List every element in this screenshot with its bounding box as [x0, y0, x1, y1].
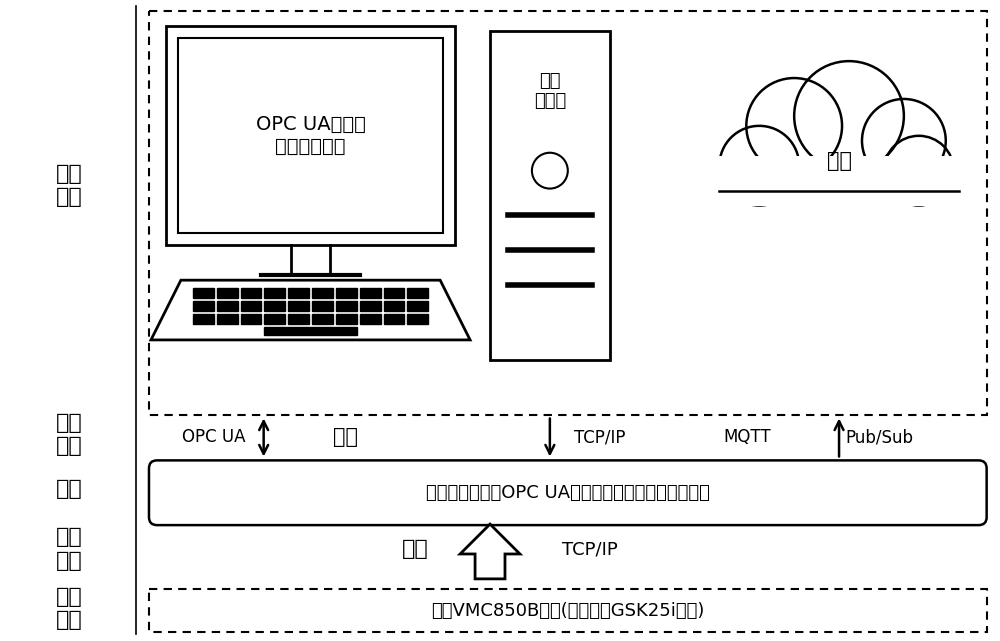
Bar — [193, 301, 214, 311]
Bar — [241, 301, 261, 311]
Bar — [288, 314, 309, 324]
Text: 云端: 云端 — [827, 151, 852, 171]
Bar — [241, 314, 261, 324]
Text: TCP/IP: TCP/IP — [574, 428, 625, 447]
Text: 通信
协议: 通信 协议 — [56, 528, 83, 570]
Text: OPC UA: OPC UA — [182, 428, 246, 447]
Bar — [407, 288, 428, 298]
Bar — [217, 288, 238, 298]
Bar — [149, 12, 987, 415]
Circle shape — [746, 78, 842, 174]
Circle shape — [719, 126, 799, 206]
Text: 产线
服务器: 产线 服务器 — [534, 72, 566, 110]
Text: 有线: 有线 — [402, 539, 429, 559]
Circle shape — [794, 61, 904, 171]
Bar — [166, 26, 455, 246]
Bar — [288, 301, 309, 311]
Bar — [217, 314, 238, 324]
Bar — [241, 288, 261, 298]
Bar — [336, 288, 357, 298]
Bar — [264, 327, 357, 335]
Bar — [490, 31, 610, 360]
Text: 宝鸡VMC850B机床(广州数控GSK25i系统): 宝鸡VMC850B机床(广州数控GSK25i系统) — [431, 602, 704, 620]
Text: 本发明一种基于OPC UA的产线边缘设备纵向集成网关: 本发明一种基于OPC UA的产线边缘设备纵向集成网关 — [426, 484, 710, 503]
Bar — [714, 156, 964, 206]
Circle shape — [884, 136, 954, 206]
Bar — [360, 314, 381, 324]
Bar — [312, 314, 333, 324]
Bar — [407, 314, 428, 324]
Bar — [384, 314, 404, 324]
Text: 边缘
设备: 边缘 设备 — [56, 587, 83, 630]
Bar — [149, 589, 987, 631]
Bar — [264, 288, 285, 298]
Bar — [407, 301, 428, 311]
Polygon shape — [460, 524, 520, 579]
Bar — [384, 288, 404, 298]
Bar — [193, 288, 214, 298]
Bar — [288, 288, 309, 298]
Bar — [360, 288, 381, 298]
Text: Pub/Sub: Pub/Sub — [845, 428, 913, 447]
Text: 网关: 网关 — [56, 479, 83, 499]
Text: MQTT: MQTT — [723, 428, 771, 447]
Text: TCP/IP: TCP/IP — [562, 540, 618, 558]
Text: 外部
应用: 外部 应用 — [56, 164, 83, 207]
Text: OPC UA客户端
数据交互软件: OPC UA客户端 数据交互软件 — [256, 115, 365, 156]
Bar — [312, 288, 333, 298]
Bar — [384, 301, 404, 311]
Bar — [264, 314, 285, 324]
Bar — [217, 301, 238, 311]
Circle shape — [532, 153, 568, 188]
Bar — [193, 314, 214, 324]
Bar — [264, 301, 285, 311]
Text: 无线: 无线 — [333, 428, 358, 447]
Polygon shape — [151, 280, 470, 340]
Circle shape — [862, 99, 946, 183]
FancyBboxPatch shape — [149, 460, 987, 525]
Bar — [312, 301, 333, 311]
Bar — [178, 38, 443, 233]
Bar — [336, 314, 357, 324]
Bar — [336, 301, 357, 311]
Text: 标准
接口: 标准 接口 — [56, 413, 83, 456]
Bar — [360, 301, 381, 311]
